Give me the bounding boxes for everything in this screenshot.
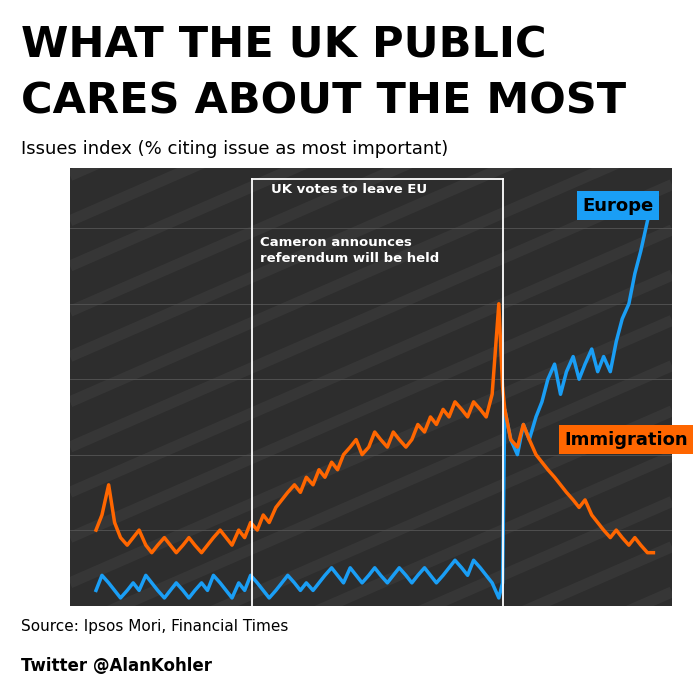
Text: WHAT THE UK PUBLIC: WHAT THE UK PUBLIC (21, 25, 547, 66)
Text: Twitter @AlanKohler: Twitter @AlanKohler (21, 657, 212, 675)
Text: CARES ABOUT THE MOST: CARES ABOUT THE MOST (21, 80, 626, 122)
Text: Index: Index (31, 137, 83, 155)
Text: Cameron announces
referendum will be held: Cameron announces referendum will be hel… (260, 236, 439, 265)
Text: Immigration: Immigration (564, 430, 688, 449)
Text: Source: Ipsos Mori, Financial Times: Source: Ipsos Mori, Financial Times (21, 620, 288, 634)
Text: Europe: Europe (583, 197, 654, 215)
Text: UK votes to leave EU: UK votes to leave EU (271, 183, 427, 196)
Text: Issues index (% citing issue as most important): Issues index (% citing issue as most imp… (21, 140, 448, 158)
